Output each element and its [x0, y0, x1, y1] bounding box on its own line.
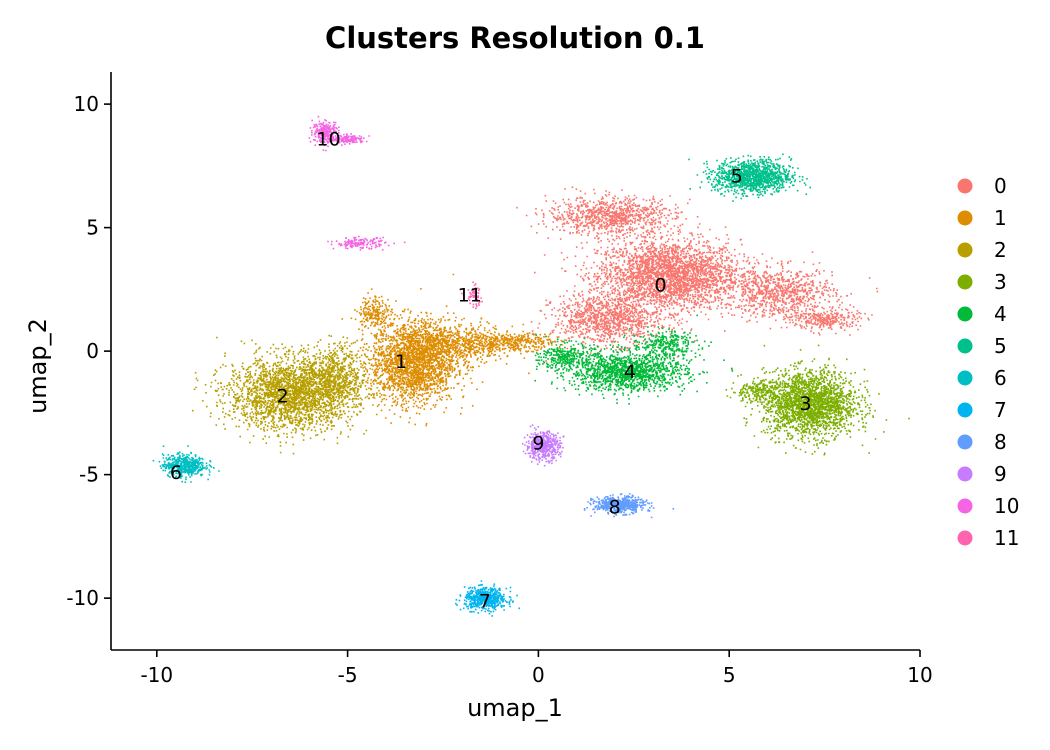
scatter-points — [152, 115, 910, 617]
y-tick-label: -10 — [66, 586, 99, 610]
legend-label: 10 — [994, 494, 1019, 518]
series-11-point-cloud — [461, 281, 483, 310]
legend-item-5: 5 — [957, 334, 1007, 358]
legend-item-6: 6 — [957, 366, 1007, 390]
cluster-label-8: 8 — [609, 497, 621, 519]
legend-label: 2 — [994, 238, 1007, 262]
legend-swatch — [957, 306, 973, 322]
legend-label: 8 — [994, 430, 1007, 454]
legend-swatch — [957, 338, 973, 354]
legend-item-11: 11 — [957, 526, 1019, 550]
legend-swatch — [957, 434, 973, 450]
legend-swatch — [957, 274, 973, 290]
series-2-point-cloud — [192, 317, 405, 455]
legend-swatch — [957, 370, 973, 386]
legend-swatch — [957, 402, 973, 418]
cluster-label-7: 7 — [479, 591, 491, 613]
legend-swatch — [957, 466, 973, 482]
legend-label: 1 — [994, 206, 1007, 230]
legend-item-0: 0 — [957, 174, 1007, 198]
series-0-points — [516, 186, 879, 358]
series-4-point-cloud — [534, 314, 734, 405]
cluster-label-0: 0 — [654, 274, 666, 296]
x-tick-label: 0 — [532, 663, 545, 687]
series-5-points — [688, 153, 811, 202]
series-7-points — [455, 580, 520, 617]
x-axis-ticks: -10 -5 0 5 10 — [140, 650, 933, 687]
series-8-points — [583, 493, 675, 519]
series-3-point-cloud — [725, 344, 910, 456]
x-axis-title: umap_1 — [467, 694, 563, 722]
x-tick-label: 5 — [723, 663, 736, 687]
legend-label: 0 — [994, 174, 1007, 198]
series-3-points — [725, 344, 910, 456]
legend-label: 11 — [994, 526, 1019, 550]
legend-swatch — [957, 498, 973, 514]
cluster-label-5: 5 — [731, 166, 743, 188]
series-6-points — [152, 445, 220, 483]
cluster-label-11: 11 — [458, 284, 482, 306]
series-9-points — [521, 424, 565, 467]
legend-label: 6 — [994, 366, 1007, 390]
legend-swatch — [957, 242, 973, 258]
y-axis-ticks: -10 -5 0 5 10 — [66, 92, 111, 610]
cluster-label-1: 1 — [395, 351, 407, 373]
cluster-labels: 0 1 2 3 4 5 6 7 8 9 10 11 — [170, 129, 812, 613]
series-1-point-cloud — [341, 273, 577, 427]
series-6-point-cloud — [152, 445, 220, 483]
series-10-points — [308, 115, 406, 251]
legend-label: 9 — [994, 462, 1007, 486]
legend-item-1: 1 — [957, 206, 1007, 230]
legend-item-9: 9 — [957, 462, 1007, 486]
series-11-points — [461, 281, 483, 310]
series-2-points — [192, 317, 405, 455]
legend-label: 5 — [994, 334, 1007, 358]
legend-item-7: 7 — [957, 398, 1007, 422]
cluster-label-3: 3 — [799, 393, 811, 415]
x-tick-label: -10 — [140, 663, 173, 687]
cluster-label-6: 6 — [170, 462, 182, 484]
series-8-point-cloud — [583, 493, 675, 519]
cluster-label-2: 2 — [277, 386, 289, 408]
y-axis-title: umap_2 — [24, 318, 52, 414]
x-tick-label: 10 — [907, 663, 932, 687]
legend-label: 4 — [994, 302, 1007, 326]
legend-label: 3 — [994, 270, 1007, 294]
chart-title: Clusters Resolution 0.1 — [325, 21, 705, 55]
series-10-point-cloud — [308, 115, 406, 251]
legend-item-3: 3 — [957, 270, 1007, 294]
x-tick-label: -5 — [338, 663, 358, 687]
legend-swatch — [957, 530, 973, 546]
y-tick-label: 0 — [86, 339, 99, 363]
series-1-points — [341, 273, 577, 427]
legend-label: 7 — [994, 398, 1007, 422]
y-tick-label: 10 — [74, 92, 99, 116]
legend-item-4: 4 — [957, 302, 1007, 326]
cluster-label-10: 10 — [316, 129, 340, 151]
legend-swatch — [957, 210, 973, 226]
y-tick-label: 5 — [86, 216, 99, 240]
legend-swatch — [957, 178, 973, 194]
series-4-points — [534, 314, 734, 405]
legend: 0 1 2 3 4 5 6 7 8 9 10 11 — [957, 174, 1019, 550]
series-0-point-cloud — [516, 186, 879, 358]
series-5-point-cloud — [688, 153, 811, 202]
series-9-point-cloud — [521, 424, 565, 467]
legend-item-10: 10 — [957, 494, 1019, 518]
series-7-point-cloud — [455, 580, 520, 617]
legend-item-8: 8 — [957, 430, 1007, 454]
cluster-label-9: 9 — [532, 433, 544, 455]
cluster-label-4: 4 — [624, 361, 636, 383]
y-tick-label: -5 — [79, 463, 99, 487]
legend-item-2: 2 — [957, 238, 1007, 262]
